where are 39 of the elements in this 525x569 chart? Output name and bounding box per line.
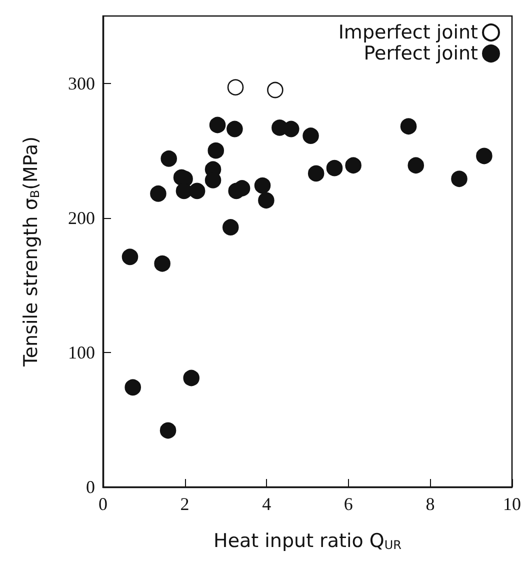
point	[400, 118, 417, 134]
x-tick-label: 10	[503, 494, 521, 514]
point	[209, 116, 226, 134]
point	[302, 128, 319, 144]
point	[188, 182, 206, 200]
y-tick-label: 0	[86, 477, 95, 497]
legend-label: Perfect joint	[364, 42, 478, 64]
point	[476, 148, 492, 164]
legend-label: Imperfect joint	[338, 22, 478, 44]
point	[226, 120, 243, 138]
point	[122, 248, 138, 266]
point	[154, 255, 170, 272]
point	[150, 185, 166, 202]
point	[254, 177, 271, 194]
x-axis-title: Heat input ratio QUR	[214, 530, 402, 552]
point	[408, 157, 424, 174]
x-tick-label: 2	[180, 494, 190, 514]
point	[208, 142, 224, 159]
point	[345, 157, 362, 174]
y-axis-title: Tensile strength σB(MPa)	[20, 136, 42, 368]
x-tick-label: 0	[98, 494, 108, 514]
x-tick-label: 8	[426, 494, 435, 514]
point	[160, 150, 177, 167]
point	[222, 219, 239, 236]
point	[267, 82, 284, 98]
point	[258, 192, 274, 209]
x-tick-label: 4	[262, 494, 272, 514]
y-tick-label: 200	[68, 208, 95, 228]
point	[451, 170, 468, 187]
x-tick-label: 6	[344, 494, 353, 514]
point	[160, 422, 176, 439]
point	[124, 379, 142, 396]
point	[326, 160, 343, 176]
point	[308, 165, 324, 182]
point	[183, 370, 200, 386]
y-tick-label: 300	[68, 73, 95, 94]
y-tick-label: 100	[68, 342, 95, 362]
point	[283, 120, 300, 138]
point	[227, 79, 244, 96]
